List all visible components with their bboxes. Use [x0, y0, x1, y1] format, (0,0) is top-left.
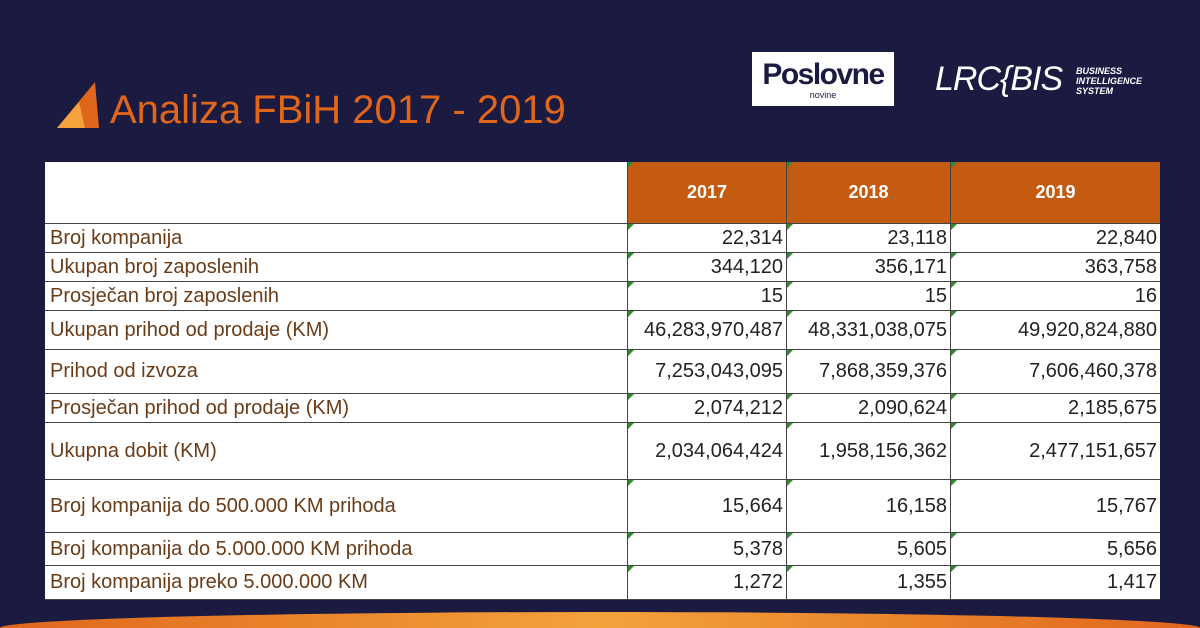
column-header: 2019: [951, 162, 1160, 223]
header-row: 2017 2018 2019: [45, 162, 1160, 224]
logo-name: Poslovne: [762, 58, 885, 91]
cell-value: 2,185,675: [951, 394, 1160, 422]
row-label: Ukupan broj zaposlenih: [45, 253, 628, 281]
table-row: Prosječan prihod od prodaje (KM) 2,074,21…: [45, 394, 1160, 423]
cell-value: 2,074,212: [628, 394, 787, 422]
cell-value: 7,606,460,378: [951, 350, 1160, 393]
cell-value: 16,158: [787, 480, 951, 532]
cell-value: 48,331,038,075: [787, 311, 951, 349]
tagline-line: SYSTEM: [1076, 86, 1114, 96]
logo-icon: [57, 82, 99, 128]
cell-value: 1,355: [787, 566, 951, 599]
row-label: Broj kompanija: [45, 224, 628, 252]
table-row: Broj kompanija do 500.000 KM prihoda 15,6…: [45, 480, 1160, 533]
row-label: Broj kompanija do 500.000 KM prihoda: [45, 480, 628, 532]
row-label: Prosječan broj zaposlenih: [45, 282, 628, 310]
cell-value: 5,656: [951, 533, 1160, 565]
cell-value: 16: [951, 282, 1160, 310]
table-row: Ukupan prihod od prodaje (KM) 46,283,970,…: [45, 311, 1160, 350]
table-row: Broj kompanija preko 5.000.000 KM 1,272 1,…: [45, 566, 1160, 600]
row-label: Prosječan prihod od prodaje (KM): [45, 394, 628, 422]
cell-value: 2,090,624: [787, 394, 951, 422]
tagline-line: INTELLIGENCE: [1076, 76, 1143, 86]
title: Analiza FBiH 2017 - 2019: [110, 88, 566, 132]
cell-value: 1,417: [951, 566, 1160, 599]
lrc-tagline: BUSINESS INTELLIGENCE SYSTEM: [1076, 66, 1142, 96]
cell-value: 7,868,359,376: [787, 350, 951, 393]
cell-value: 363,758: [951, 253, 1160, 281]
column-header: 2018: [787, 162, 951, 223]
logo-sub: novine: [809, 90, 837, 100]
cell-value: 2,034,064,424: [628, 423, 787, 479]
cell-value: 7,253,043,095: [628, 350, 787, 393]
header-cell: [45, 162, 628, 223]
cell-value: 46,283,970,487: [628, 311, 787, 349]
cell-value: 15,767: [951, 480, 1160, 532]
table-row: Prosječan broj zaposlenih 15 15 16: [45, 282, 1160, 311]
cell-value: 1,272: [628, 566, 787, 599]
table-row: Prihod od izvoza 7,253,043,095 7,868,359,3…: [45, 350, 1160, 394]
cell-value: 22,840: [951, 224, 1160, 252]
lrc-logo: LRC{BIS: [935, 60, 1063, 98]
cell-value: 22,314: [628, 224, 787, 252]
row-label: Broj kompanija do 5.000.000 KM prihoda: [45, 533, 628, 565]
cell-value: 15: [787, 282, 951, 310]
poslovne-logo: Poslovne novine: [752, 52, 894, 106]
cell-value: 2,477,151,657: [951, 423, 1160, 479]
table-row: Broj kompanija 22,314 23,118 22,840: [45, 224, 1160, 253]
cell-value: 5,378: [628, 533, 787, 565]
row-label: Broj kompanija preko 5.000.000 KM: [45, 566, 628, 599]
column-header: 2017: [628, 162, 787, 223]
cell-value: 49,920,824,880: [951, 311, 1160, 349]
tagline-line: BUSINESS: [1076, 66, 1123, 76]
table-row: Broj kompanija do 5.000.000 KM prihoda 5,…: [45, 533, 1160, 566]
data-table: 2017 2018 2019 Broj kompanija 22,314 23,118 22…: [45, 162, 1160, 600]
row-label: Prihod od izvoza: [45, 350, 628, 393]
decor-stripe: [0, 612, 1200, 628]
row-label: Ukupan prihod od prodaje (KM): [45, 311, 628, 349]
table-row: Ukupan broj zaposlenih 344,120 356,171 363,…: [45, 253, 1160, 282]
cell-value: 23,118: [787, 224, 951, 252]
cell-value: 15,664: [628, 480, 787, 532]
row-label: Ukupna dobit (KM): [45, 423, 628, 479]
table-row: Ukupna dobit (KM) 2,034,064,424 1,958,156,…: [45, 423, 1160, 480]
cell-value: 5,605: [787, 533, 951, 565]
cell-value: 356,171: [787, 253, 951, 281]
cell-value: 1,958,156,362: [787, 423, 951, 479]
cell-value: 344,120: [628, 253, 787, 281]
cell-value: 15: [628, 282, 787, 310]
